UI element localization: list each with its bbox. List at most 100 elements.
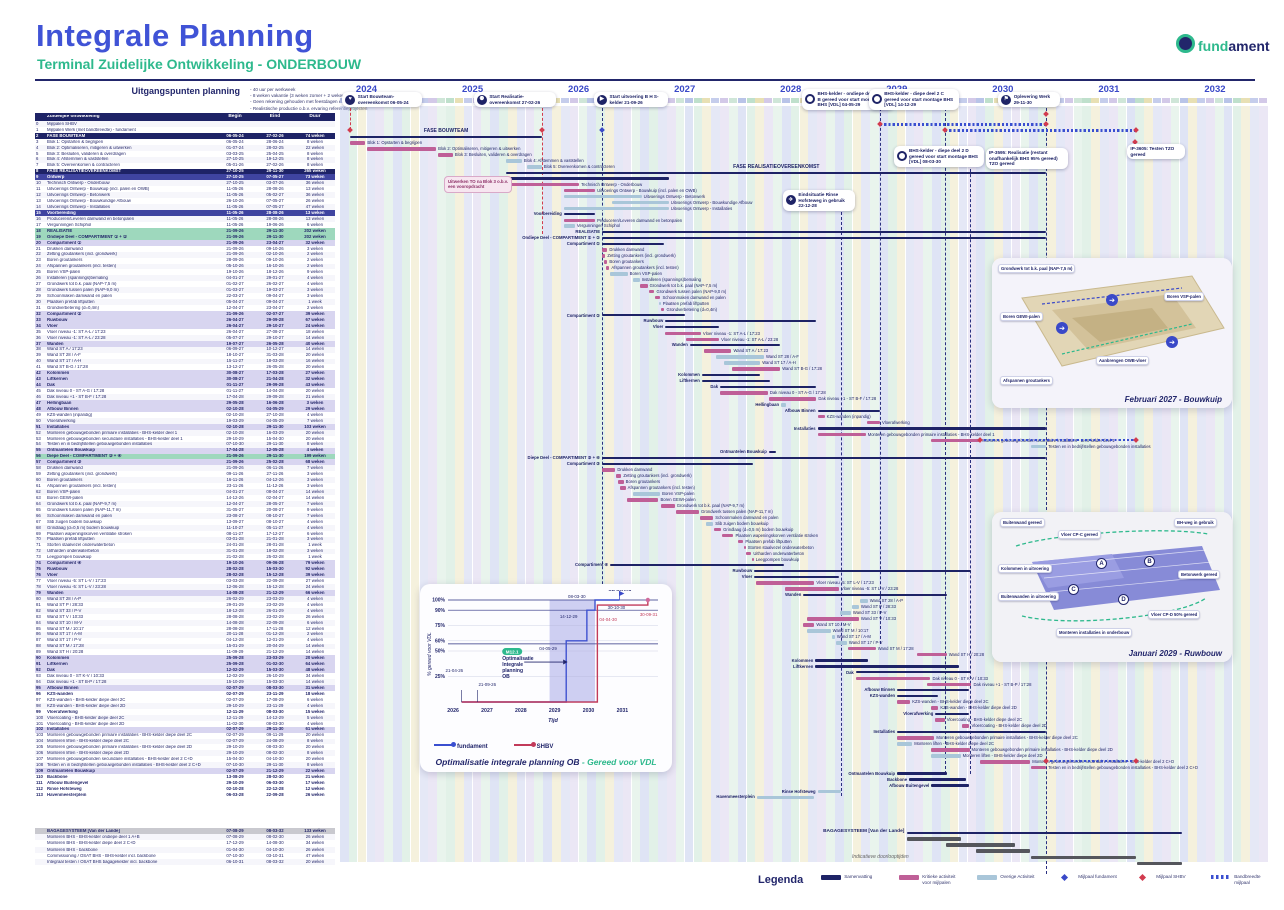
year-label: 2024 [355, 84, 378, 95]
gantt-bar-label: Storten staalvezel onderwaterbeton [747, 544, 814, 550]
month-stripe [790, 106, 800, 862]
table-row: 85 Wand ST M / 10:17 28-08-28 17-11-28 12 we… [35, 626, 335, 632]
month-stripe [649, 106, 658, 862]
milestone-callout: ♥ Start Bouwteam-overeenkomst 06-05-24 [342, 92, 423, 107]
milestone-label: Oplevering Werk 29-11-30 [1013, 94, 1051, 105]
cell-c-e: 02-07-27 [266, 310, 284, 316]
month-stripe [578, 106, 588, 862]
month-stripe [737, 106, 747, 862]
month-stripe [799, 106, 809, 862]
table-row: 61 Afspannen groutankers (incl. testen) 23… [35, 483, 335, 489]
ruwbouw-label: Betonwerk gereed [1178, 570, 1221, 579]
table-row: 101 Vloercoating - BHS-kelder diepe deel … [35, 721, 335, 727]
gantt-bar-label: Monteren liften - BHS-kelder diepe deel … [962, 753, 1043, 758]
cell-c-nr: 90 [36, 655, 41, 661]
gantt-bar [1031, 855, 1136, 860]
cell-c-b: 01-04-30 [226, 846, 244, 852]
cell-c-name: Ontmantelen Bouwkuip [47, 769, 95, 773]
month-stripe [357, 106, 367, 862]
gantt-bar-label: Wand ST M / 17:28 [877, 645, 914, 651]
cell-c-d: 3 weken [306, 287, 323, 293]
gantt-bar-label: REALISATIE [575, 229, 601, 235]
cell-c-b: 01-02-27 [226, 281, 244, 287]
table-row: 72 Uitharden onderwaterbeton 31-01-28 18-02… [35, 548, 335, 555]
play-icon: ▶ [597, 94, 607, 105]
month-stripe [693, 106, 703, 862]
cell-c-nr: 29 [36, 293, 41, 298]
cell-c-nr: 30 [36, 298, 41, 304]
legend-item-label: Samenvatting [844, 874, 873, 879]
gantt-bar [563, 218, 596, 223]
cell-c-name: Monteren BHS - BHS-kelder ondiepe deel 1… [47, 835, 140, 840]
cell-c-name: Installaties [47, 727, 70, 732]
ruwbouw-label: Kolommen in uitvoering [998, 564, 1052, 573]
cell-c-nr: 17 [36, 221, 41, 227]
cell-c-nr: 23 [36, 257, 41, 263]
table-row: 92 Dak 12-02-29 15-03-30 48 weken [35, 667, 335, 674]
cell-c-b: 13-12-27 [226, 364, 244, 370]
cell-c-nr: 82 [36, 607, 41, 613]
cell-c-d: 5 weken [306, 714, 323, 720]
cell-c-name: Grondverbetering (d=0,4m) [47, 305, 99, 310]
cell-c-name: Dak niveau 0 - ST A-G / 17:28 [47, 389, 105, 393]
month-stripe [1223, 106, 1233, 862]
gantt-bar-label: Installeren (spannings)bemaling [641, 277, 701, 282]
cell-c-d: 8 weken [306, 441, 323, 447]
month-cell [1144, 98, 1153, 103]
month-stripe [631, 106, 641, 862]
cell-c-e: 17-12-27 [266, 530, 284, 536]
table-row: 106 Monteren liften - BHS-kelder diepe de… [35, 750, 335, 757]
cell-c-e: 09-06-28 [266, 560, 284, 566]
month-stripe [1135, 106, 1145, 862]
cell-c-d: 18 weken [305, 328, 325, 334]
gantt-bar-label: Wanden [785, 592, 802, 598]
cell-c-b: 29-10-29 [226, 702, 244, 708]
gantt-bar-label: Produceren/Leveren damwand en betonpalen [597, 217, 683, 223]
month-stripe [1250, 106, 1259, 862]
cell-c-b: 17-04-28 [226, 393, 244, 399]
table-row: 5 Blok 3: Besluiten, valideren & overdrag… [35, 151, 335, 157]
cell-c-b: 21-02-28 [226, 554, 244, 560]
table-row: 98 KZS-wanden - BHS-kelder diepe deel 2D 2… [35, 702, 335, 709]
cell-c-nr: 3 [36, 138, 39, 144]
cell-c-d: 36 weken [305, 180, 325, 186]
cell-c-nr: 33 [36, 316, 41, 322]
cell-c-nr: 91 [36, 661, 41, 667]
gantt-bar [655, 295, 661, 300]
cell-c-name: Grondwerk tussen palen (NAP-9,0 m) [47, 288, 119, 293]
month-stripe [507, 106, 517, 862]
cell-c-e: 24-08-29 [266, 738, 284, 744]
table-row: 95 Afbouw Binnen 02-07-29 08-03-30 31 weken [35, 685, 335, 691]
cell-c-nr: 61 [36, 483, 41, 488]
table-row: 42 Kolommen 30-08-27 17-03-28 27 weken [35, 370, 335, 377]
month-stripe [896, 106, 906, 862]
cell-c-d: 24 weken [305, 583, 325, 589]
gantt-bar [817, 432, 866, 437]
cell-c-name: Uitvoerings Ontwerp - Betonwerk [47, 193, 111, 198]
month-stripe [1232, 106, 1242, 862]
gantt-bar [897, 736, 935, 740]
cell-c-d: 6 weken [306, 530, 323, 536]
cell-c-d: 66 weken [305, 589, 325, 595]
gantt-bar [931, 748, 970, 752]
cell-c-nr: 54 [36, 441, 41, 447]
gantt-bar [618, 480, 624, 484]
milestone-callout: BHS-kelder - diepe deel 2 C gereed voor … [868, 89, 959, 110]
cell-c-d: 14 weken [305, 643, 325, 649]
cell-c-e: 25-02-28 [266, 459, 284, 465]
table-row: 78 Vloer niveau -5: ST L-V / 23:28 12-06-2… [35, 583, 335, 591]
uitgangspunten-label: Uitgangspunten planning [131, 86, 241, 96]
cell-c-b: 04-01-27 [226, 275, 244, 281]
svg-text:21-09-26: 21-09-26 [478, 682, 496, 687]
cell-c-name: REALISATIE [47, 228, 73, 233]
table-row: 109 Ontmantelen Bouwkuip 02-07-29 21-12-29 2… [35, 768, 335, 775]
cell-c-name: Monteren BHS - backbone [47, 847, 98, 852]
month-cell [1126, 98, 1135, 103]
inset-ruwbouw: Januari 2029 - Ruwbouw Buitenwand gereed… [992, 512, 1232, 662]
table-row: 57 Compartiment ③ 21-09-26 25-02-28 68 weken [35, 459, 335, 466]
cell-c-e: 03-10-31 [266, 852, 284, 858]
cell-c-nr: 87 [36, 637, 41, 643]
gantt-bar [689, 344, 781, 347]
table-row: 10 Technisch Ontwerp - Onderbouw 27-10-25 0… [35, 180, 335, 187]
cell-c-name: Grondwerk tot b.k. paal (NAP-7,5 m) [47, 282, 117, 287]
